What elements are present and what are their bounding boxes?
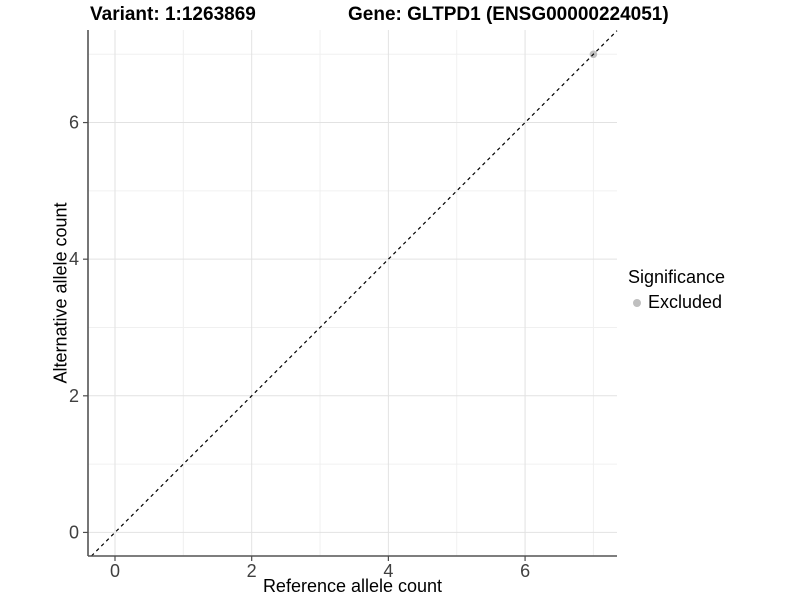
x-tick-label: 0	[110, 561, 120, 581]
x-tick-label: 6	[520, 561, 530, 581]
y-tick-label: 2	[69, 386, 79, 406]
y-tick-label: 6	[69, 113, 79, 133]
legend-point-icon	[633, 298, 641, 307]
identity-line	[90, 30, 618, 557]
x-tick-label: 2	[247, 561, 257, 581]
y-axis-label: Alternative allele count	[50, 202, 71, 384]
y-tick-label: 4	[69, 249, 79, 269]
legend-entry-label: Excluded	[648, 292, 723, 312]
y-tick-label: 0	[69, 522, 79, 542]
x-axis-label: Reference allele count	[262, 576, 443, 596]
legend-title: Significance	[628, 267, 726, 287]
x-tick-label: 4	[383, 561, 393, 581]
legend-entry-excluded: Excluded	[628, 292, 725, 313]
legend: Significance Excluded	[628, 267, 725, 313]
plot-title-gene: Gene: GLTPD1 (ENSG00000224051)	[348, 4, 669, 25]
plot-title-variant: Variant: 1:1263869	[90, 4, 256, 25]
